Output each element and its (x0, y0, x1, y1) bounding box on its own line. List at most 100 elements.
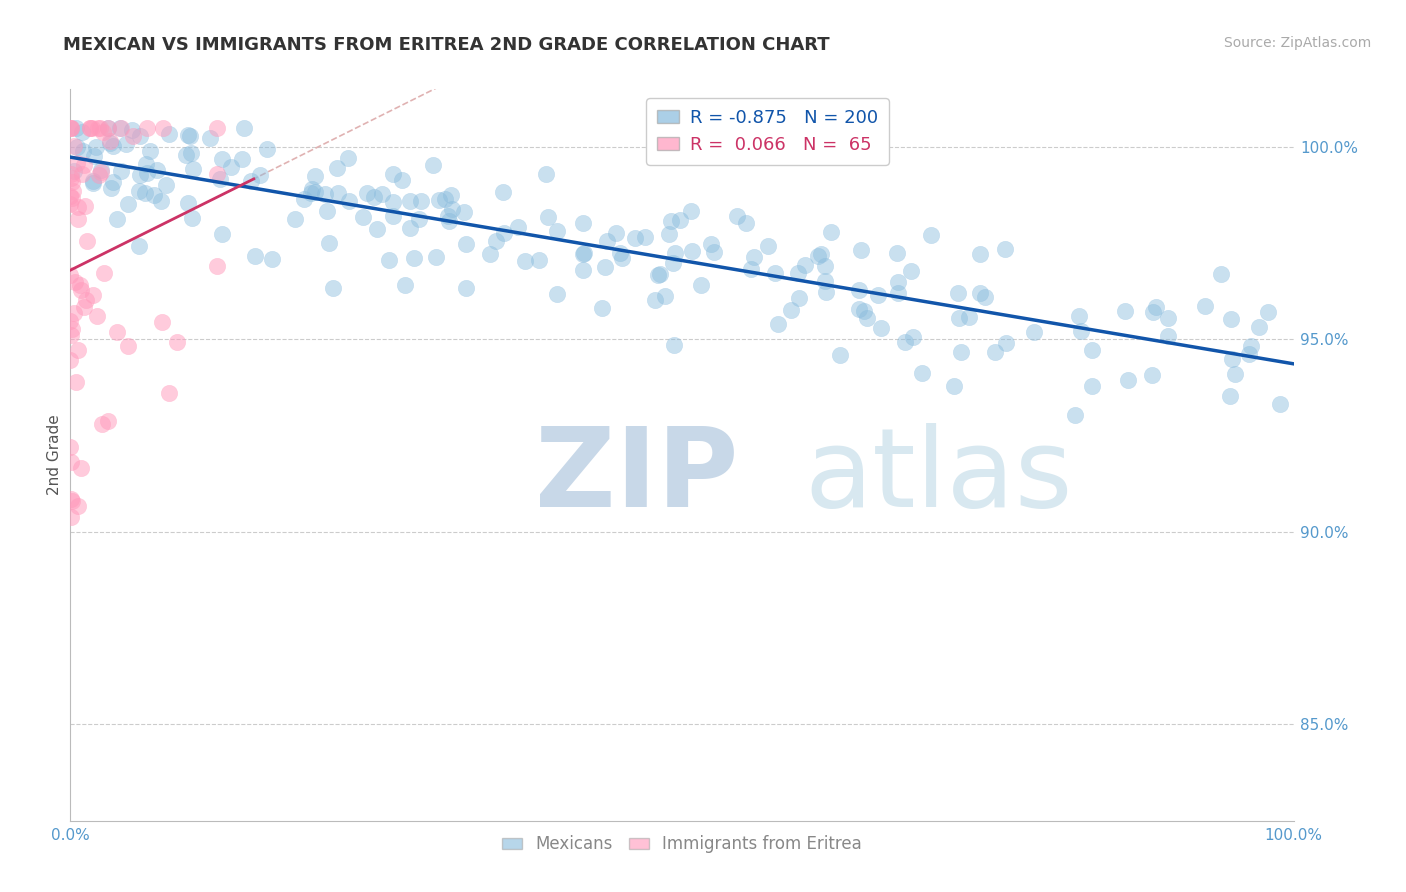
Point (70, 461, 93, 475)
Point (363, 189, 385, 203)
Point (105, 325, 128, 339)
Point (437, 209, 460, 223)
Point (900, 264, 922, 278)
Point (1156, 311, 1178, 326)
Point (337, 194, 360, 209)
Point (62, 306, 84, 320)
Point (735, 216, 758, 230)
Point (454, 237, 477, 252)
Point (292, 192, 315, 206)
Point (536, 167, 558, 181)
Point (59, 196, 82, 211)
Point (948, 285, 970, 300)
Point (59, 120, 82, 135)
Point (399, 194, 422, 208)
Point (249, 168, 271, 182)
Point (84, 140, 107, 154)
Point (382, 167, 405, 181)
Point (422, 158, 444, 172)
Point (318, 236, 340, 251)
Point (177, 128, 200, 142)
Point (689, 277, 711, 292)
Point (1156, 329, 1178, 343)
Point (856, 310, 879, 325)
Point (66, 212, 89, 227)
Point (352, 211, 374, 225)
Point (634, 230, 657, 244)
Point (814, 274, 837, 288)
Point (82, 176, 104, 190)
Point (664, 245, 686, 260)
Point (1116, 373, 1139, 387)
Point (69, 283, 91, 297)
Point (1225, 367, 1247, 381)
Text: ZIP: ZIP (536, 424, 738, 531)
Point (121, 122, 143, 136)
Point (830, 348, 852, 362)
Point (1081, 378, 1104, 392)
Point (211, 227, 233, 241)
Point (260, 252, 283, 266)
Point (96, 414, 118, 428)
Point (866, 288, 889, 302)
Point (434, 193, 457, 207)
Point (394, 278, 416, 293)
Legend: Mexicans, Immigrants from Eritrea: Mexicans, Immigrants from Eritrea (495, 829, 869, 860)
Point (72, 144, 94, 158)
Point (79, 120, 101, 135)
Point (73, 158, 96, 172)
Point (322, 280, 344, 294)
Point (82, 121, 104, 136)
Point (1240, 338, 1263, 352)
Point (437, 213, 460, 227)
Point (399, 220, 422, 235)
Point (174, 148, 197, 162)
Point (659, 214, 682, 228)
Point (1114, 303, 1136, 318)
Point (211, 153, 233, 167)
Point (1209, 267, 1232, 281)
Point (851, 244, 873, 258)
Point (59, 314, 82, 328)
Point (1070, 324, 1092, 338)
Point (180, 145, 202, 160)
Point (135, 157, 157, 171)
Point (950, 344, 973, 359)
Point (91, 125, 114, 139)
Point (1268, 397, 1291, 411)
Point (299, 186, 322, 200)
Point (441, 202, 464, 216)
Point (1022, 325, 1045, 339)
Point (59, 120, 82, 135)
Point (381, 209, 404, 223)
Point (82, 173, 104, 187)
Point (852, 303, 875, 318)
Point (572, 246, 595, 260)
Point (546, 287, 568, 301)
Point (59, 120, 82, 135)
Point (658, 227, 681, 241)
Point (60, 493, 83, 508)
Point (610, 251, 633, 265)
Point (138, 144, 160, 158)
Point (256, 142, 278, 156)
Point (59, 268, 82, 282)
Point (807, 249, 830, 263)
Point (304, 186, 326, 200)
Point (136, 166, 159, 180)
Point (59, 440, 82, 454)
Point (69, 277, 91, 292)
Point (1257, 305, 1279, 319)
Point (366, 221, 388, 235)
Point (205, 167, 228, 181)
Point (391, 172, 413, 186)
Point (513, 254, 536, 268)
Point (973, 290, 995, 304)
Point (70, 125, 93, 139)
Point (205, 120, 228, 135)
Point (492, 185, 515, 199)
Point (101, 175, 124, 189)
Point (157, 385, 180, 400)
Point (984, 344, 1007, 359)
Point (787, 291, 810, 305)
